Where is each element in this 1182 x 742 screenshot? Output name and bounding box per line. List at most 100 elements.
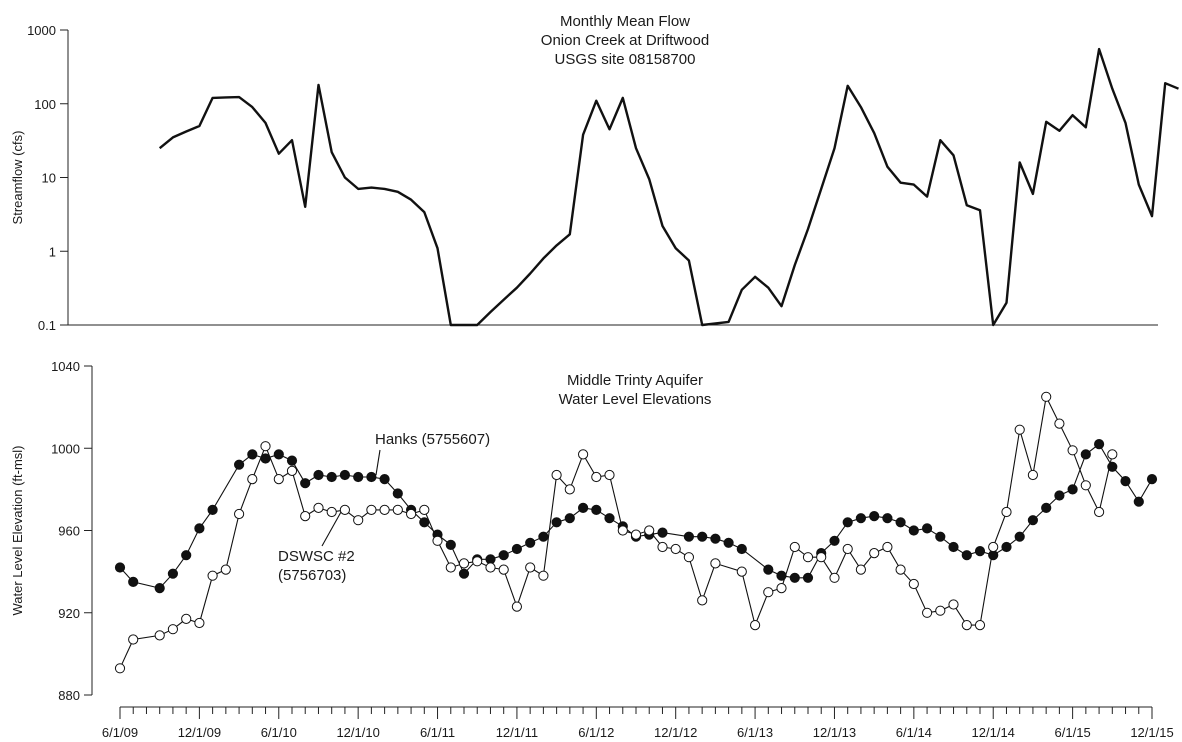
streamflow-chart: 0.1 1 10 100 1000 Streamflow (cfs) Monthly Mea… [10,13,1179,333]
chart-title-line: Onion Creek at Driftwood [541,32,709,49]
data-point-hanks [802,572,814,583]
data-point-hanks [869,510,880,522]
data-point-hanks [683,531,695,542]
chart-title-line: Monthly Mean Flow [560,13,690,30]
data-point-dswsc [1067,445,1078,456]
data-point-dswsc [114,663,126,674]
data-point-dswsc [313,502,324,513]
series-line-streamflow [158,47,1179,327]
y-tick-label: 1040 [51,359,80,374]
data-point-dswsc [247,474,258,485]
y-axis-label: Streamflow (cfs) [10,131,25,225]
leader-line-dswsc [321,511,342,547]
data-point-dswsc [710,558,721,569]
data-point-dswsc [167,624,178,635]
data-point-hanks [895,517,906,528]
data-point-dswsc [617,525,628,536]
data-point-hanks [234,459,245,470]
chart-title-line: Water Level Elevations [559,391,712,408]
data-point-dswsc [406,508,417,520]
data-point-hanks [326,471,337,483]
data-point-hanks [366,471,377,483]
data-point-hanks [948,541,959,553]
data-point-dswsc [882,541,893,553]
data-point-hanks [498,550,509,561]
data-point-dswsc [935,605,946,616]
data-point-dswsc [220,564,231,575]
data-point-dswsc [816,552,827,563]
data-point-dswsc [1080,480,1091,491]
data-point-dswsc [750,620,761,631]
data-point-dswsc [988,541,999,553]
data-point-dswsc [1014,424,1025,435]
data-point-dswsc [604,469,615,481]
data-point-hanks [1067,484,1078,495]
data-point-hanks [922,523,933,534]
x-tick-label: 12/1/14 [972,725,1015,740]
data-point-dswsc [207,570,218,581]
data-point-dswsc [300,510,311,522]
data-point-hanks [604,513,615,524]
data-point-dswsc [670,543,681,555]
data-point-dswsc [908,578,919,590]
data-point-hanks [114,562,126,573]
data-point-dswsc [234,508,245,520]
data-point-dswsc [445,562,456,573]
data-point-hanks [564,513,575,524]
data-point-dswsc [194,617,205,629]
data-point-hanks [1133,496,1144,507]
chart-title-line: Middle Trinty Aquifer [567,372,703,389]
data-point-dswsc [855,564,867,575]
data-point-dswsc [578,449,589,460]
data-point-dswsc [458,558,470,569]
data-point-dswsc [326,506,337,518]
data-point-hanks [723,537,734,548]
data-point-dswsc [286,465,298,476]
data-point-dswsc [551,469,562,481]
series-line-hanks [119,443,1153,589]
x-tick-label: 6/1/14 [896,725,932,740]
data-point-hanks [776,570,787,581]
data-point-hanks [247,449,258,460]
data-point-dswsc [1094,506,1105,518]
water-level-chart: 880 920 960 1000 1040 Water Level Elevation (… [10,359,1174,740]
data-point-dswsc [630,529,642,540]
data-point-dswsc [485,562,496,573]
y-tick-label: 10 [42,171,56,186]
data-point-hanks [194,523,205,534]
data-point-hanks [419,517,430,528]
data-point-dswsc [697,595,708,606]
data-point-dswsc [472,556,483,567]
data-point-hanks [154,583,165,594]
data-point-dswsc [366,504,377,515]
data-point-dswsc [842,543,853,555]
data-point-dswsc [829,572,840,583]
data-point-hanks [710,533,721,544]
x-tick-label: 12/1/09 [178,725,221,740]
data-point-dswsc [1107,449,1118,460]
data-point-hanks [657,527,668,538]
series-label-dswsc-id: (5756703) [278,567,346,584]
data-point-hanks [1041,502,1052,513]
data-point-dswsc [1054,418,1065,429]
data-point-hanks [789,572,800,583]
data-point-dswsc [869,548,880,559]
data-point-dswsc [683,552,695,563]
data-point-hanks [736,543,747,555]
data-point-hanks [353,471,364,483]
data-point-hanks [908,525,919,536]
y-tick-label: 960 [58,524,80,539]
data-point-dswsc [353,515,364,526]
data-point-hanks [1001,541,1012,553]
x-tick-label: 6/1/12 [578,725,614,740]
data-point-dswsc [948,599,959,610]
data-point-hanks [167,568,178,579]
data-point-dswsc [260,441,271,452]
data-point-dswsc [128,634,139,645]
data-point-hanks [260,453,271,464]
data-point-hanks [339,469,350,481]
data-point-hanks [578,502,589,513]
data-point-dswsc [776,583,787,594]
x-tick-label: 12/1/13 [813,725,856,740]
x-tick-label: 6/1/13 [737,725,773,740]
